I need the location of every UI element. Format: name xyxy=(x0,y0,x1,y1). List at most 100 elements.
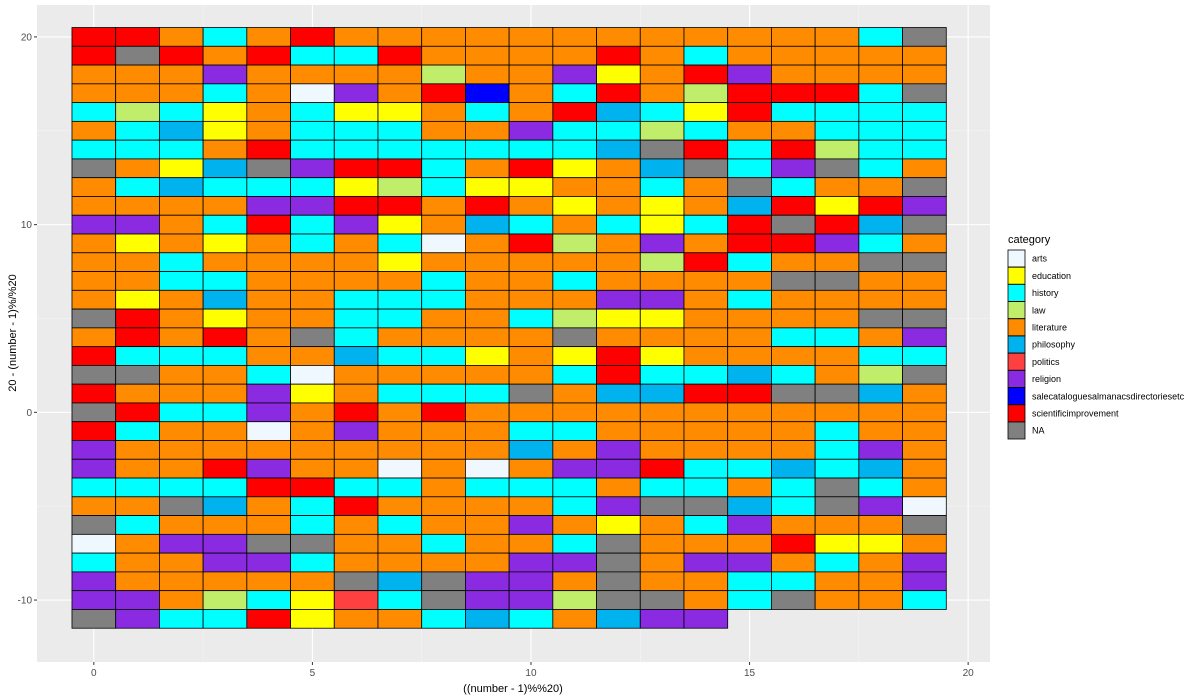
heatmap-cell xyxy=(421,27,466,47)
heatmap-cell xyxy=(246,102,291,122)
heatmap-cell xyxy=(465,289,510,310)
heatmap-cell xyxy=(333,421,379,441)
heatmap-cell xyxy=(202,158,248,179)
heatmap-cell xyxy=(727,327,772,348)
heatmap-cell xyxy=(421,158,466,179)
heatmap-cell xyxy=(71,440,117,460)
heatmap-cell xyxy=(814,233,860,254)
heatmap-cell xyxy=(421,83,466,104)
heatmap-cell xyxy=(508,214,554,235)
heatmap-cell xyxy=(465,233,510,254)
heatmap-cell xyxy=(202,214,248,235)
heatmap-cell xyxy=(71,214,117,235)
heatmap-cell xyxy=(377,271,423,291)
heatmap-cell xyxy=(552,552,597,573)
heatmap-cell xyxy=(290,158,335,179)
heatmap-cell xyxy=(552,45,597,66)
heatmap-cell xyxy=(508,383,554,404)
heatmap-cell xyxy=(333,515,379,535)
heatmap-cell xyxy=(771,346,816,366)
heatmap-cell xyxy=(115,590,160,610)
heatmap-cell xyxy=(771,421,816,441)
heatmap-cell xyxy=(639,214,685,235)
heatmap-cell xyxy=(814,421,860,441)
heatmap-cell xyxy=(552,139,597,160)
heatmap-cell xyxy=(202,45,248,66)
heatmap-cell xyxy=(552,252,597,272)
heatmap-cell xyxy=(727,289,772,310)
heatmap-cell xyxy=(639,590,685,610)
heatmap-cell xyxy=(465,421,510,441)
legend-label: salecataloguesalmanacsdirectoriesetc xyxy=(1032,391,1185,401)
heatmap-cell xyxy=(902,158,947,179)
heatmap-cell xyxy=(465,515,510,535)
heatmap-cell xyxy=(421,458,466,479)
heatmap-cell xyxy=(902,590,947,610)
heatmap-cell xyxy=(508,102,554,122)
heatmap-cell xyxy=(683,346,729,366)
heatmap-cell xyxy=(552,83,597,104)
heatmap-cell xyxy=(639,177,685,197)
heatmap-cell xyxy=(71,196,117,216)
heatmap-cell xyxy=(683,64,729,85)
heatmap-cell xyxy=(639,609,685,629)
heatmap-cell xyxy=(246,609,291,629)
heatmap-cell xyxy=(115,515,160,535)
heatmap-cell xyxy=(115,233,160,254)
heatmap-cell xyxy=(902,346,947,366)
heatmap-cell xyxy=(771,252,816,272)
heatmap-cell xyxy=(858,139,903,160)
heatmap-cell xyxy=(727,346,772,366)
y-tick-label: 0 xyxy=(26,408,32,419)
heatmap-cell xyxy=(290,45,335,66)
heatmap-cell xyxy=(727,421,772,441)
heatmap-cell xyxy=(683,496,729,516)
heatmap-cell xyxy=(902,102,947,122)
heatmap-cell xyxy=(552,533,597,554)
heatmap-cell xyxy=(377,421,423,441)
heatmap-cell xyxy=(683,102,729,122)
heatmap-cell xyxy=(639,421,685,441)
heatmap-cell xyxy=(71,402,117,423)
heatmap-cell xyxy=(508,590,554,610)
heatmap-cell xyxy=(639,327,685,348)
heatmap-cell xyxy=(465,533,510,554)
heatmap-cell xyxy=(202,402,248,423)
heatmap-cell xyxy=(246,346,291,366)
heatmap-cell xyxy=(202,252,248,272)
heatmap-cell xyxy=(421,571,466,592)
heatmap-cell xyxy=(683,158,729,179)
heatmap-cell xyxy=(771,45,816,66)
heatmap-cell xyxy=(596,177,641,197)
heatmap-cell xyxy=(771,383,816,404)
heatmap-cell xyxy=(159,45,204,66)
heatmap-cell xyxy=(290,271,335,291)
heatmap-cell xyxy=(290,515,335,535)
heatmap-cell xyxy=(727,45,772,66)
heatmap-cell xyxy=(377,458,423,479)
heatmap-cell xyxy=(683,421,729,441)
heatmap-cell xyxy=(814,515,860,535)
heatmap-cell xyxy=(465,496,510,516)
heatmap-cell xyxy=(902,421,947,441)
heatmap-cell xyxy=(159,308,204,329)
heatmap-cell xyxy=(683,477,729,498)
heatmap-cell xyxy=(333,271,379,291)
heatmap-cell xyxy=(246,83,291,104)
heatmap-cell xyxy=(115,365,160,385)
heatmap-cell xyxy=(421,383,466,404)
heatmap-cell xyxy=(596,120,641,141)
heatmap-cell xyxy=(639,402,685,423)
heatmap-cell xyxy=(552,515,597,535)
heatmap-cell xyxy=(683,139,729,160)
heatmap-cell xyxy=(421,346,466,366)
heatmap-cell xyxy=(421,252,466,272)
heatmap-cell xyxy=(771,496,816,516)
heatmap-cell xyxy=(508,496,554,516)
heatmap-cell xyxy=(596,233,641,254)
heatmap-cell xyxy=(508,421,554,441)
heatmap-cell xyxy=(465,83,510,104)
legend: category arts education history law literatu… xyxy=(1007,234,1185,440)
heatmap-cell xyxy=(814,289,860,310)
heatmap-cell xyxy=(333,458,379,479)
